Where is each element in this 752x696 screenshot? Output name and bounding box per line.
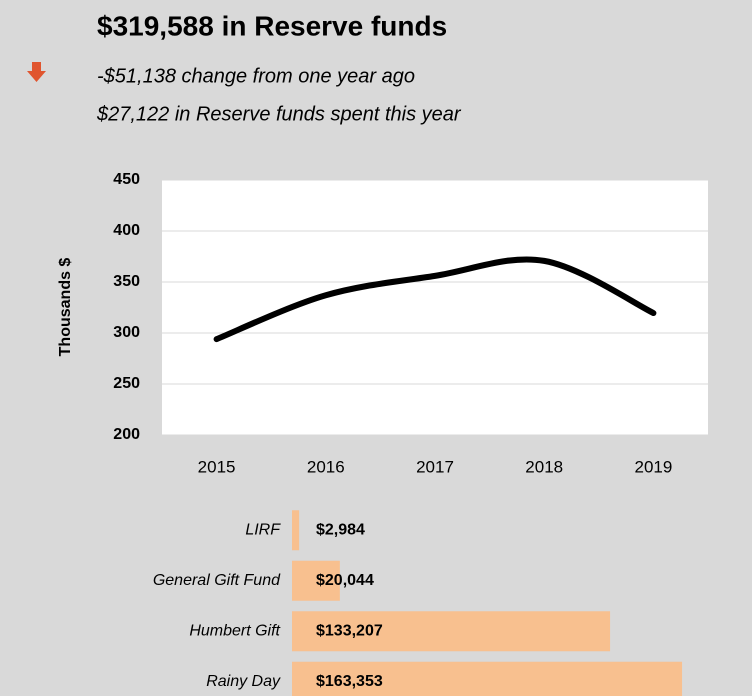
x-tick-label: 2015 [198,457,236,476]
category-label: LIRF [245,521,281,538]
y-tick-label: 200 [113,426,140,443]
bar [292,560,340,601]
spent-text: $27,122 in Reserve funds spent this year [96,103,462,125]
value-label: $2,984 [316,521,365,538]
y-tick-label: 450 [113,171,140,188]
x-tick-label: 2019 [634,457,672,476]
plot-area [162,180,708,435]
x-tick-label: 2016 [307,457,345,476]
down-arrow-icon [27,62,46,82]
y-tick-label: 350 [113,273,140,290]
headline: $319,588 in Reserve funds [97,10,447,41]
category-label: Humbert Gift [189,622,280,639]
bar [292,661,683,696]
change-text: -$51,138 change from one year ago [97,65,415,87]
bar [292,510,300,551]
x-tick-label: 2017 [416,457,454,476]
y-tick-label: 300 [113,324,140,341]
category-label: General Gift Fund [153,572,281,589]
y-tick-label: 250 [113,375,140,392]
data-line [213,256,657,343]
category-label: Rainy Day [206,673,281,690]
y-tick-label: 400 [113,222,140,239]
y-axis-label: Thousands $ [57,258,74,357]
value-label: $163,353 [316,673,383,690]
value-label: $133,207 [316,622,383,639]
value-label: $20,044 [316,572,374,589]
x-tick-label: 2018 [525,457,563,476]
bar [292,611,611,652]
